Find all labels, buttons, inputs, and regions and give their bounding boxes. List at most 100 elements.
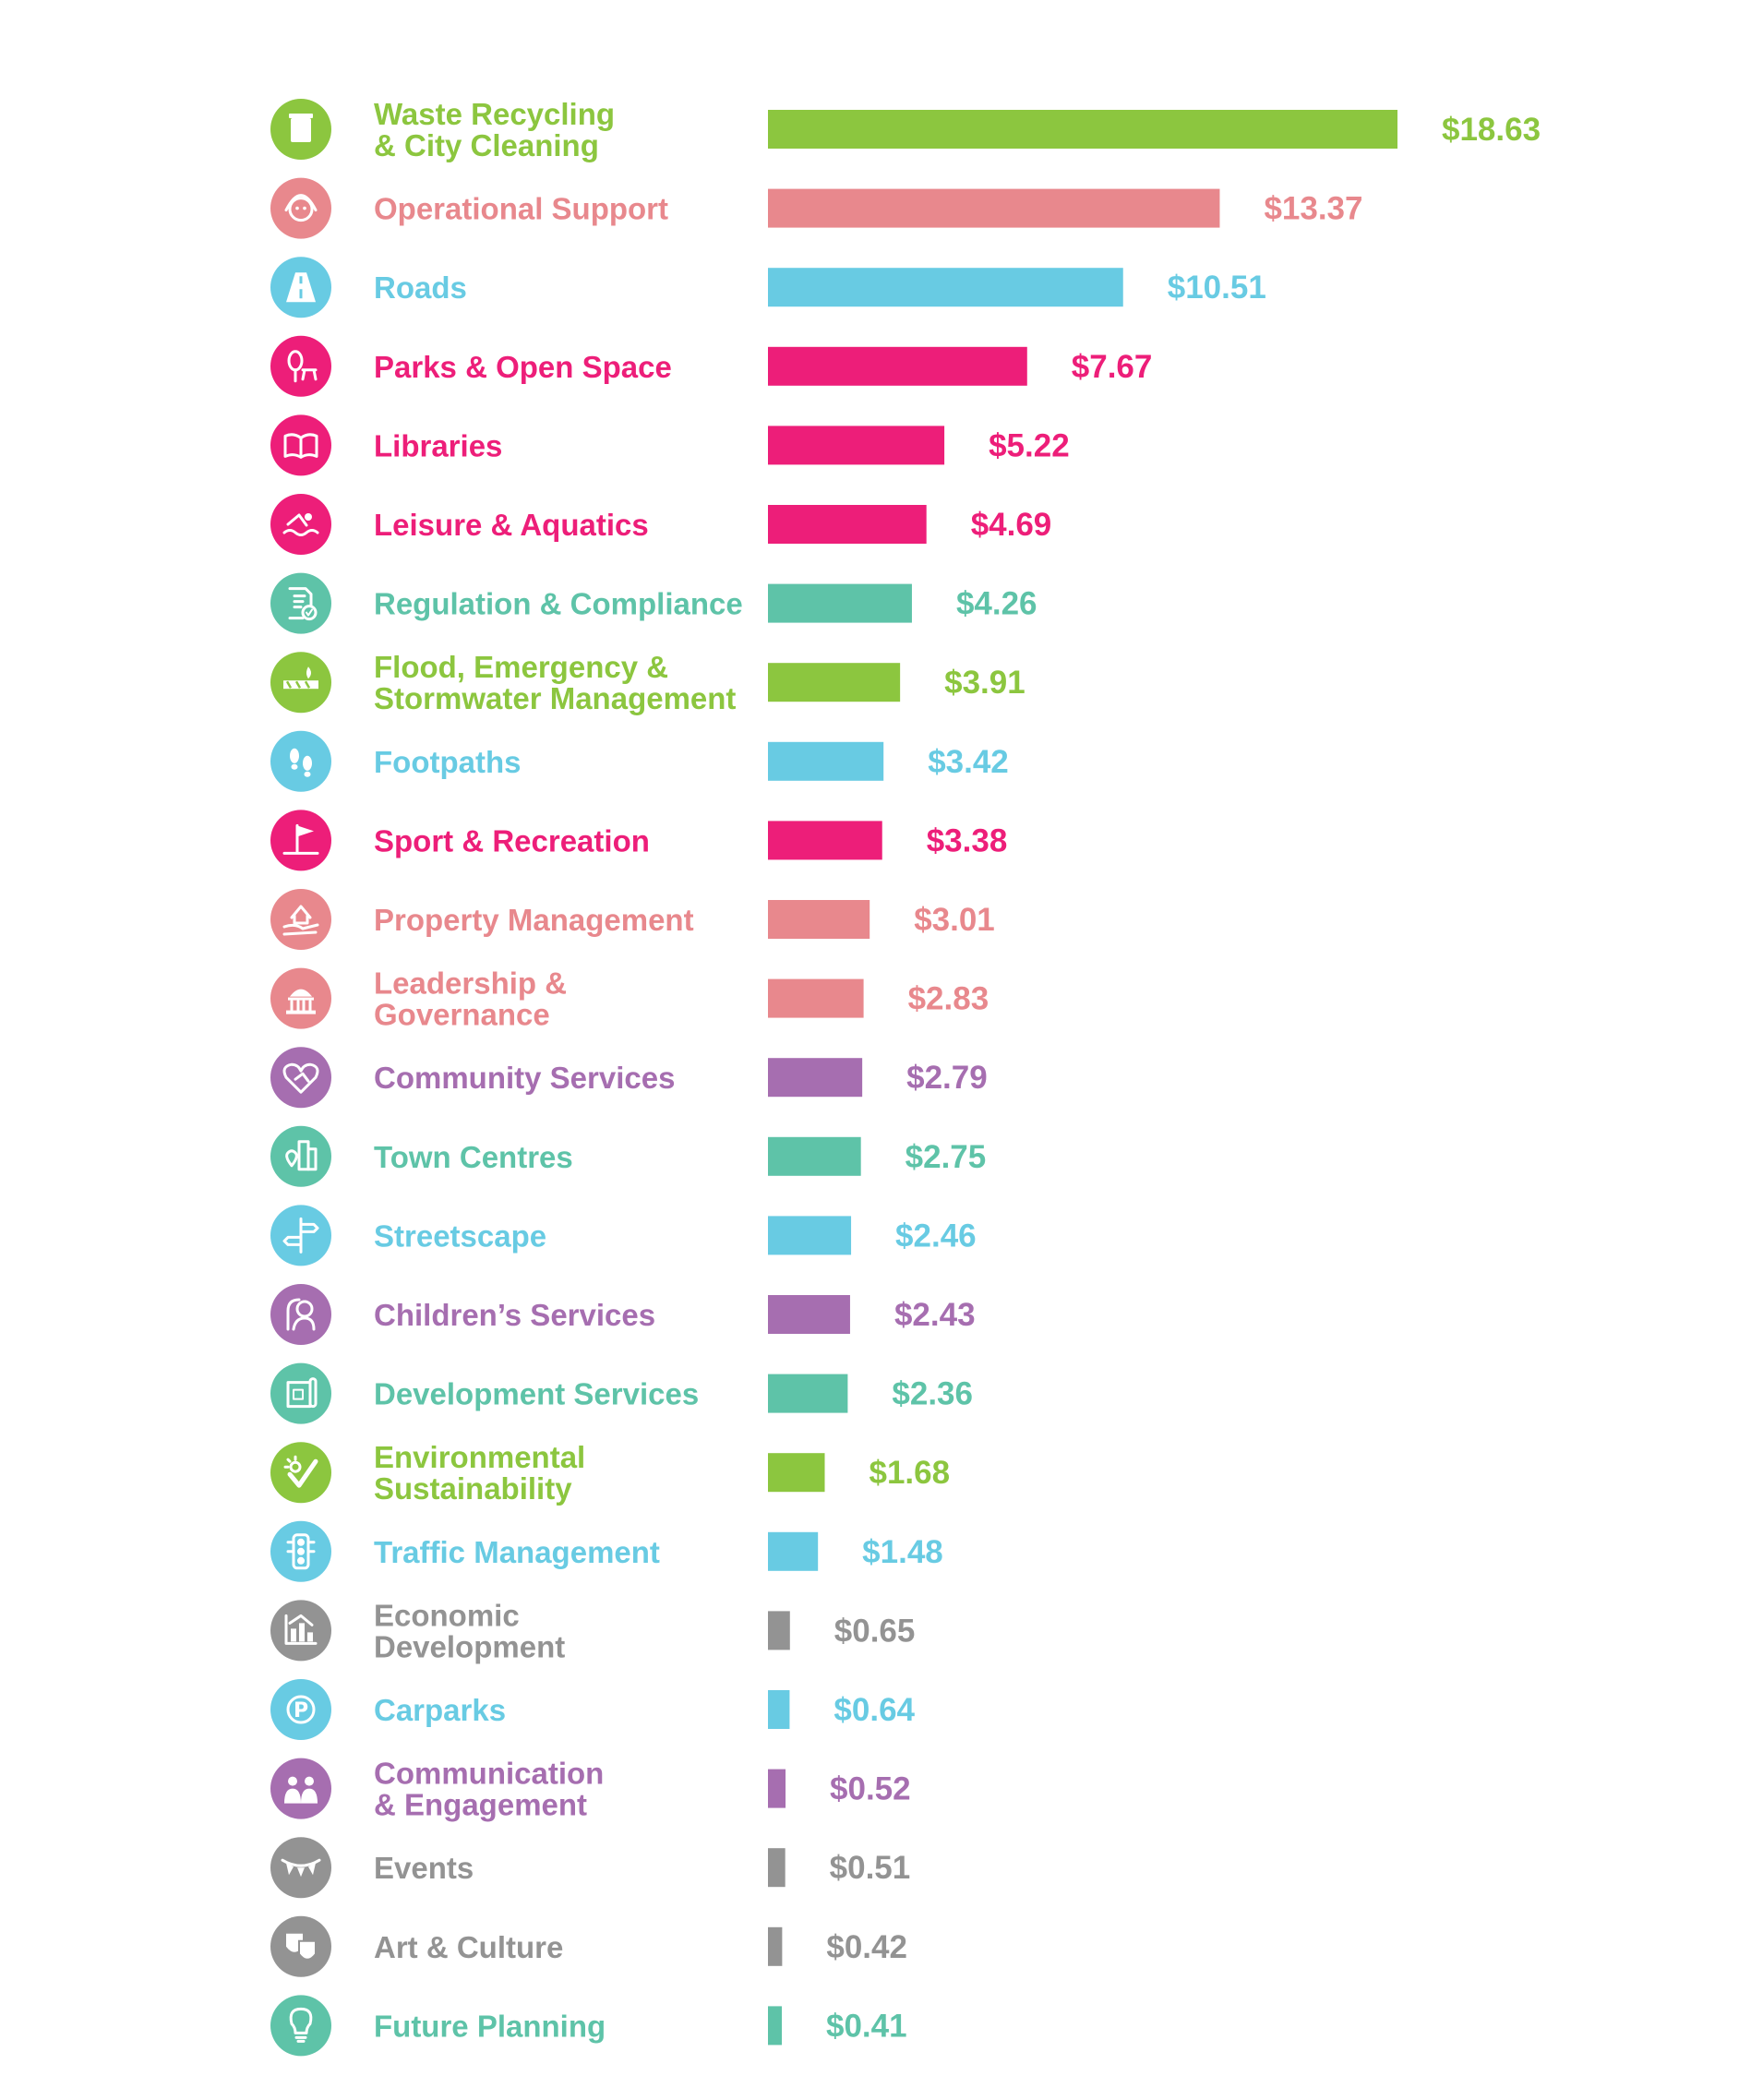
bar — [768, 1611, 790, 1650]
value-label: $3.91 — [944, 665, 1025, 701]
footprints-icon — [270, 730, 331, 792]
parking-icon: P — [270, 1679, 331, 1740]
house-hand-icon — [270, 889, 331, 950]
svg-text:P: P — [294, 1699, 308, 1722]
chart-row: Children’s Services $2.43 — [270, 1284, 976, 1345]
value-label: $0.42 — [826, 1929, 907, 1965]
tree-picnic-table-icon — [270, 335, 331, 397]
bar — [768, 978, 864, 1018]
value-label: $0.41 — [826, 2008, 907, 2044]
category-label: Development Services — [374, 1377, 699, 1411]
value-label: $4.26 — [956, 586, 1037, 622]
bar — [768, 900, 870, 939]
support-agent-icon — [270, 177, 331, 239]
value-label: $3.38 — [927, 822, 1008, 858]
bar — [768, 188, 1220, 228]
chart-row: Town Centres $2.75 — [270, 1125, 987, 1187]
chart-row: Regulation & Compliance $4.26 — [270, 572, 1037, 634]
category-label: Sport & Recreation — [374, 823, 650, 858]
value-label: $2.36 — [892, 1376, 973, 1412]
chart-row: Communication & Engagement $0.52 — [270, 1757, 911, 1822]
category-label: Leisure & Aquatics — [374, 508, 649, 542]
value-label: $7.67 — [1072, 349, 1153, 385]
chart-row: Libraries $5.22 — [270, 414, 1070, 476]
value-label: $10.51 — [1168, 270, 1266, 306]
chart-row: Waste Recycling & City Cleaning $18.63 — [270, 97, 1541, 162]
chart-row: Flood, Emergency & Stormwater Management $… — [270, 650, 1025, 715]
category-label: Regulation & Compliance — [374, 587, 743, 621]
value-label: $13.37 — [1264, 191, 1362, 227]
bar — [768, 1295, 850, 1334]
category-label: Flood, Emergency & Stormwater Management — [374, 650, 736, 715]
value-label: $18.63 — [1442, 112, 1541, 148]
lightbulb-icon — [270, 1995, 331, 2057]
theatre-masks-icon — [270, 1915, 331, 1977]
value-label: $4.69 — [971, 507, 1052, 543]
value-label: $2.75 — [905, 1139, 987, 1175]
document-check-icon — [270, 572, 331, 634]
value-label: $3.01 — [914, 902, 995, 938]
blueprint-icon — [270, 1362, 331, 1424]
chart-row: Streetscape $2.46 — [270, 1205, 977, 1266]
value-label: $0.52 — [830, 1771, 911, 1807]
value-label: $3.42 — [928, 744, 1009, 780]
chart-row: Development Services $2.36 — [270, 1362, 973, 1424]
chart-row: Environmental Sustainability $1.68 — [270, 1440, 950, 1506]
value-label: $2.43 — [894, 1297, 976, 1333]
bar — [768, 1690, 790, 1729]
bar — [768, 1058, 863, 1098]
bar — [768, 1136, 861, 1176]
bar — [768, 663, 901, 702]
chart-row: Footpaths $3.42 — [270, 730, 1009, 792]
golf-flag-icon — [270, 810, 331, 871]
value-label: $1.48 — [862, 1534, 943, 1570]
bar — [768, 1531, 819, 1571]
category-label: Libraries — [374, 428, 502, 462]
value-label: $5.22 — [989, 427, 1070, 463]
bar — [768, 110, 1397, 149]
traffic-light-icon — [270, 1520, 331, 1582]
chart-row: Future Planning $0.41 — [270, 1995, 907, 2057]
category-label: Future Planning — [374, 2009, 606, 2043]
chart-row: Art & Culture $0.42 — [270, 1915, 907, 1977]
chart-row: Events $0.51 — [270, 1837, 911, 1899]
wheelie-bin-icon — [270, 99, 331, 160]
chart-row: Economic Development $0.65 — [270, 1598, 915, 1663]
bar — [768, 346, 1027, 386]
category-label: Traffic Management — [374, 1535, 660, 1569]
swimmer-icon — [270, 494, 331, 555]
road-icon — [270, 257, 331, 318]
category-label: Economic Development — [374, 1598, 565, 1663]
bar — [768, 426, 945, 465]
category-label: Parks & Open Space — [374, 350, 672, 384]
chart-row: Operational Support $13.37 — [270, 177, 1363, 239]
bar — [768, 1769, 786, 1808]
category-label: Property Management — [374, 903, 694, 937]
bar — [768, 505, 927, 544]
bar — [768, 1848, 786, 1888]
category-label: Town Centres — [374, 1140, 573, 1174]
value-label: $2.83 — [908, 981, 989, 1017]
bar-graph-icon — [270, 1600, 331, 1662]
bar — [768, 1374, 848, 1413]
chart-row: Sport & Recreation $3.38 — [270, 810, 1008, 871]
bar — [768, 821, 882, 860]
category-label: Environmental Sustainability — [374, 1440, 585, 1506]
barrier-flame-icon — [270, 652, 331, 714]
value-label: $0.51 — [830, 1850, 911, 1886]
value-label: $0.64 — [834, 1692, 915, 1728]
category-label: Events — [374, 1851, 474, 1885]
bar — [768, 1216, 852, 1255]
handshake-heart-icon — [270, 1047, 331, 1109]
bar — [768, 2006, 783, 2046]
open-book-icon — [270, 414, 331, 476]
chart-row: Traffic Management $1.48 — [270, 1520, 943, 1582]
signpost-icon — [270, 1205, 331, 1266]
chart-row: Community Services $2.79 — [270, 1047, 988, 1109]
chart-row: Leadership & Governance $2.83 — [270, 966, 989, 1032]
buildings-pin-icon — [270, 1125, 331, 1187]
category-label: Community Services — [374, 1061, 675, 1095]
value-label: $2.79 — [906, 1060, 988, 1096]
category-label: Art & Culture — [374, 1930, 563, 1964]
category-label: Footpaths — [374, 745, 521, 779]
